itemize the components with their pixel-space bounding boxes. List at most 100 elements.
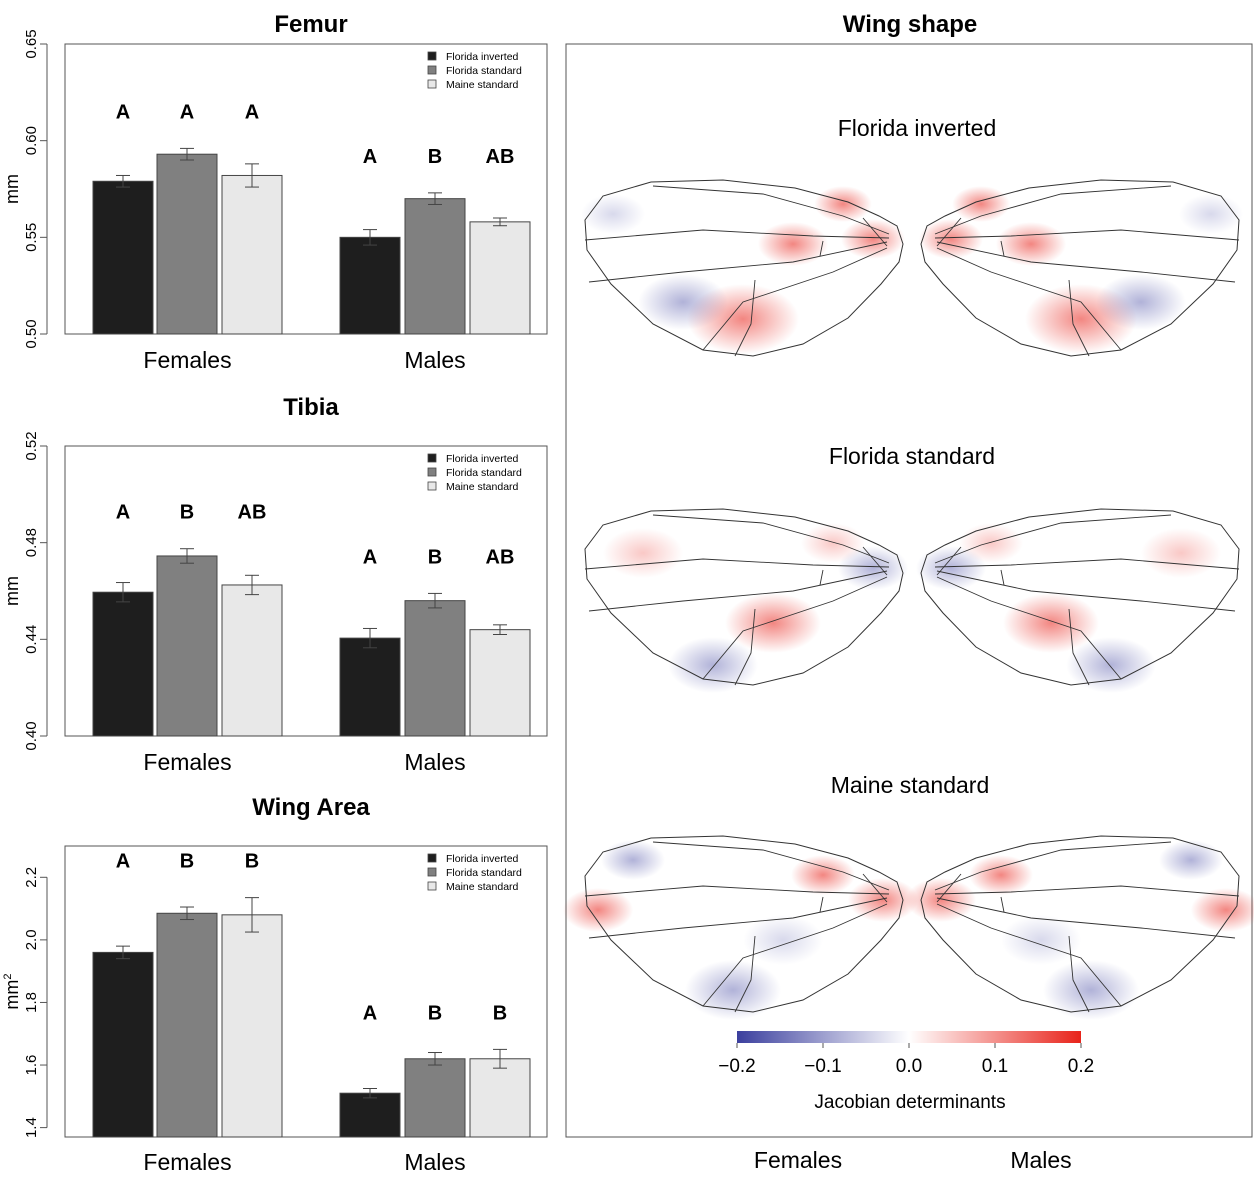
legend-swatch <box>427 467 437 477</box>
bar-females-florida-standard <box>156 153 218 335</box>
deformation-patch <box>668 637 758 693</box>
y-axis-label-text: mm <box>2 576 22 606</box>
bar-males-florida-standard <box>404 1058 466 1138</box>
deformation-patch <box>685 960 781 1020</box>
wing-vein <box>862 873 888 903</box>
significance-letter: AB <box>486 546 515 568</box>
wing-vein <box>934 841 1172 891</box>
bar-males-florida-inverted <box>339 1092 401 1138</box>
wing-vein <box>934 885 1240 897</box>
wing-vein <box>584 885 890 897</box>
y-axis-label: mm2 <box>2 973 22 1009</box>
deformation-patch <box>1179 194 1243 234</box>
wing-shape-panel: Wing shape Florida inverted Florida stan… <box>562 11 1254 1173</box>
wing-vein <box>652 841 890 891</box>
wing-vein <box>734 608 756 686</box>
bar-females-maine-standard <box>221 584 283 737</box>
wing-row-label-3: Maine standard <box>831 772 990 798</box>
bar-females-florida-inverted <box>92 180 154 335</box>
deformation-patch <box>814 186 872 222</box>
deformation-patch <box>919 219 983 259</box>
x-category-label: Females <box>143 1149 231 1174</box>
bar-males-florida-standard <box>404 198 466 335</box>
plot-frame <box>64 43 548 335</box>
bar-females-florida-inverted <box>92 591 154 737</box>
wing-vein <box>652 185 890 235</box>
wing-vein <box>588 241 888 283</box>
deformation-patch <box>841 219 905 259</box>
wing-female-3 <box>562 835 919 1020</box>
wing-vein <box>936 873 962 903</box>
legend-label: Florida standard <box>446 467 522 479</box>
colorbar-tick-label: 0.1 <box>982 1056 1008 1077</box>
legend-label: Maine standard <box>446 881 519 893</box>
y-tick-label: 0.52 <box>23 431 40 460</box>
wing-outline <box>920 835 1240 1013</box>
colorbar-tick-label: 0.0 <box>896 1056 922 1077</box>
deformation-patch <box>1096 274 1186 330</box>
legend-label: Florida standard <box>446 65 522 77</box>
wing-vein <box>584 558 890 570</box>
legend-swatch <box>427 853 437 863</box>
wing-vein <box>588 897 888 939</box>
y-tick-label: 0.50 <box>23 319 40 348</box>
legend-label: Florida inverted <box>446 453 519 465</box>
wing-vein <box>1000 569 1005 586</box>
wing-vein <box>734 935 756 1013</box>
wing-vein <box>702 903 888 1007</box>
wing-drawings <box>562 179 1254 1020</box>
deformation-patch <box>791 855 855 895</box>
deformation-patch <box>562 888 634 932</box>
chart-title: Femur <box>274 11 347 38</box>
wing-outline <box>584 835 904 1013</box>
wing-vein <box>819 896 824 913</box>
significance-letter: A <box>116 101 130 123</box>
wing-vein <box>1068 608 1090 686</box>
bar-females-maine-standard <box>221 174 283 335</box>
colorbar-tick-label: −0.2 <box>718 1056 756 1077</box>
legend-swatch <box>427 51 437 61</box>
colorbar-ticks: −0.2 −0.1 0.0 0.1 0.2 <box>718 1043 1094 1077</box>
wing-vein <box>702 247 888 351</box>
wing-vein <box>1000 240 1005 257</box>
legend-label: Florida inverted <box>446 853 519 865</box>
significance-letter: B <box>493 1002 507 1024</box>
wing-vein <box>734 279 756 357</box>
wing-vein <box>936 570 1236 612</box>
y-axis-label-text: mm <box>2 980 22 1010</box>
deformation-patch <box>1003 593 1099 653</box>
significance-letter: A <box>116 851 130 873</box>
y-tick-label: 0.60 <box>23 126 40 155</box>
wing-vein <box>819 240 824 257</box>
significance-letter: A <box>363 546 377 568</box>
x-category-label: Females <box>143 749 231 775</box>
deformation-patch <box>603 528 683 578</box>
significance-letter: A <box>116 502 130 524</box>
legend-label: Florida standard <box>446 867 522 879</box>
wing-outline <box>584 508 904 686</box>
bar-females-florida-inverted <box>92 951 154 1138</box>
y-tick-label: 0.44 <box>23 625 40 654</box>
legend-label: Maine standard <box>446 79 519 91</box>
wing-vein <box>936 247 1122 351</box>
x-category-label: Males <box>404 1149 465 1174</box>
colorbar-tick-label: −0.1 <box>804 1056 842 1077</box>
y-axis-label: mm <box>2 576 22 606</box>
deformation-patch <box>1141 528 1221 578</box>
significance-letter: AB <box>486 146 515 168</box>
wing-outline <box>920 179 1240 357</box>
wing-outline <box>584 179 904 357</box>
bar-males-florida-inverted <box>339 236 401 335</box>
y-tick-label: 1.6 <box>23 1055 40 1076</box>
wing-vein <box>862 217 888 247</box>
wing-vein <box>819 569 824 586</box>
wing-vein <box>1068 279 1090 357</box>
wing-female-1 <box>581 179 905 357</box>
y-tick-label: 1.4 <box>23 1117 40 1138</box>
plot-frame <box>64 845 548 1138</box>
significance-letter: A <box>245 101 259 123</box>
deformation-patch <box>995 222 1067 266</box>
